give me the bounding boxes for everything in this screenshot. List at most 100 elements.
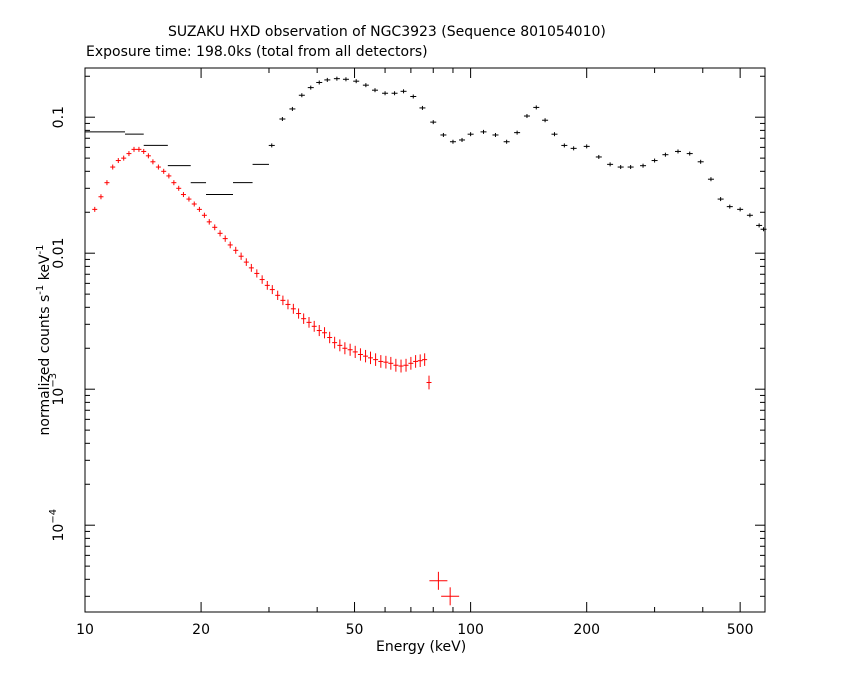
data-point xyxy=(347,343,353,356)
data-point xyxy=(352,345,358,359)
y-tick-label: 0.01 xyxy=(51,238,67,269)
data-point xyxy=(254,269,260,278)
data-point xyxy=(413,355,419,368)
data-point xyxy=(196,206,202,212)
x-tick-label: 50 xyxy=(346,622,364,638)
data-point xyxy=(131,146,137,152)
data-point xyxy=(523,114,530,119)
data-point xyxy=(180,192,186,198)
data-point xyxy=(651,158,658,163)
data-point xyxy=(662,152,669,157)
data-point xyxy=(259,275,265,284)
data-point xyxy=(332,336,338,349)
data-point xyxy=(227,241,233,249)
data-point xyxy=(141,148,147,154)
data-point xyxy=(311,320,317,332)
data-point xyxy=(362,83,369,88)
data-point xyxy=(290,303,296,314)
data-point xyxy=(760,227,767,232)
data-point xyxy=(264,280,270,290)
data-point xyxy=(279,116,286,121)
data-point xyxy=(191,201,197,207)
x-tick-label: 200 xyxy=(573,622,600,638)
data-point xyxy=(324,77,331,82)
data-point xyxy=(217,230,223,237)
data-point xyxy=(363,349,369,363)
data-point xyxy=(110,164,116,170)
x-tick-label: 20 xyxy=(192,622,210,638)
data-point xyxy=(717,197,724,202)
data-point xyxy=(378,355,384,368)
data-point xyxy=(686,151,693,156)
data-point xyxy=(161,168,167,174)
data-point xyxy=(342,342,348,355)
x-tick-label: 10 xyxy=(76,622,94,638)
data-point xyxy=(342,77,349,82)
data-point xyxy=(426,375,432,390)
data-point xyxy=(280,295,286,306)
data-point xyxy=(640,163,647,168)
data-point xyxy=(327,331,333,344)
data-point xyxy=(307,85,314,90)
data-point xyxy=(756,223,763,228)
data-point xyxy=(467,132,474,137)
data-point xyxy=(449,139,456,144)
data-point xyxy=(707,177,714,182)
data-point xyxy=(333,76,340,81)
data-point xyxy=(533,105,540,110)
data-point xyxy=(403,358,409,372)
data-point xyxy=(388,356,394,370)
data-point xyxy=(383,355,389,369)
y-axis-label-exp: -1 xyxy=(35,244,47,255)
data-point xyxy=(417,354,423,368)
data-point xyxy=(373,353,379,366)
y-tick-exponent: −3 xyxy=(48,373,59,388)
data-point xyxy=(551,132,558,137)
x-axis-label: Energy (keV) xyxy=(376,639,467,655)
data-point xyxy=(298,93,305,98)
data-point xyxy=(212,224,218,231)
axis-ticks xyxy=(84,68,765,612)
data-point xyxy=(697,159,704,164)
data-point xyxy=(322,327,328,339)
data-point xyxy=(353,79,360,84)
y-axis-label: normalized counts s-1 keV-1 xyxy=(35,245,53,436)
data-point xyxy=(285,299,291,310)
data-point xyxy=(166,173,172,179)
y-axis-label-exp: -1 xyxy=(35,284,47,295)
data-point xyxy=(206,219,212,225)
x-tick-labels: 10 20 50 100 200 500 xyxy=(76,622,753,638)
data-point xyxy=(391,91,398,96)
data-point xyxy=(115,158,121,164)
data-point xyxy=(429,571,448,590)
data-point xyxy=(440,132,447,137)
data-point xyxy=(726,204,733,209)
data-point xyxy=(155,164,161,170)
data-point xyxy=(301,313,307,324)
chart-title: SUZAKU HXD observation of NGC3923 (Seque… xyxy=(168,24,606,40)
y-tick-label: 10−4 xyxy=(48,509,67,542)
data-point xyxy=(243,258,249,266)
data-point xyxy=(233,246,239,254)
data-point xyxy=(357,348,363,361)
data-point xyxy=(492,132,499,137)
data-point xyxy=(248,263,254,272)
plot-frame xyxy=(84,67,766,613)
data-point xyxy=(275,290,281,300)
data-series xyxy=(85,76,767,606)
data-point xyxy=(92,206,98,212)
data-point xyxy=(238,252,244,260)
data-point xyxy=(98,194,104,200)
data-point xyxy=(371,88,378,93)
data-point xyxy=(306,317,312,328)
data-point xyxy=(410,94,417,99)
data-point xyxy=(316,324,322,337)
data-point xyxy=(296,308,302,319)
data-point xyxy=(150,159,156,165)
y-axis-label-part: keV xyxy=(36,254,53,285)
data-point xyxy=(459,137,466,142)
data-point xyxy=(400,89,407,94)
data-point xyxy=(595,154,602,159)
